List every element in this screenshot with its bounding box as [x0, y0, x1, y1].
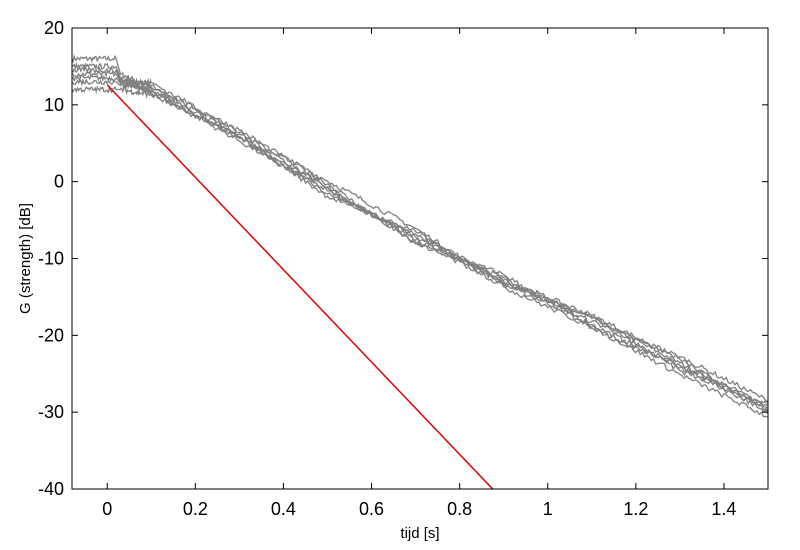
x-tick-label: 0.4: [271, 499, 296, 519]
y-tick-label: -30: [38, 402, 64, 422]
x-tick-label: 1.4: [711, 499, 736, 519]
y-tick-label: 0: [54, 172, 64, 192]
y-axis-label: G (strength) [dB]: [17, 203, 34, 314]
decay-curve-6: [72, 85, 768, 418]
x-tick-label: 0.8: [447, 499, 472, 519]
x-tick-label: 0: [102, 499, 112, 519]
y-tick-label: -20: [38, 325, 64, 345]
x-tick-label: 1: [543, 499, 553, 519]
x-tick-label: 1.2: [623, 499, 648, 519]
y-tick-label: -40: [38, 479, 64, 499]
y-tick-label: 20: [44, 18, 64, 38]
decay-curve-7: [72, 66, 768, 405]
series-layer: [72, 54, 768, 489]
y-tick-label: -10: [38, 249, 64, 269]
reference-decay-line: [106, 84, 494, 489]
y-tick-label: 10: [44, 95, 64, 115]
x-axis-label: tijd [s]: [400, 525, 439, 542]
tick-layer: 0 0.2 0.4 0.6 0.8 1 1.2 1.4 20 10 0 -10 -20 -30 -40: [38, 18, 768, 519]
x-tick-label: 0.6: [359, 499, 384, 519]
x-tick-label: 0.2: [183, 499, 208, 519]
